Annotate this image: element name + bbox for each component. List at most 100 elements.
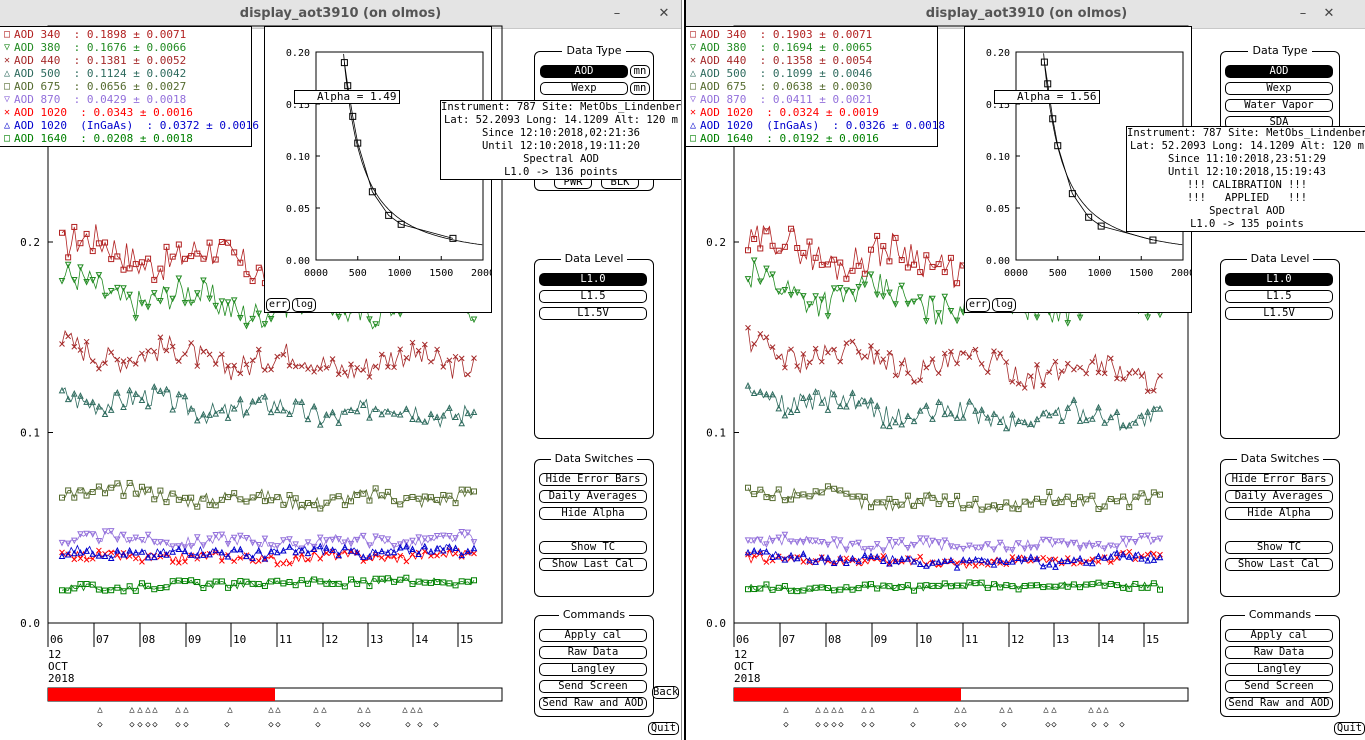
- send-raw-and-aod-button[interactable]: Send Raw and AOD: [1225, 697, 1333, 710]
- data-point: [261, 582, 268, 589]
- data-point: [212, 302, 220, 310]
- data-point: [163, 287, 170, 294]
- data-point: [348, 576, 355, 583]
- data-point: [71, 585, 78, 592]
- data-point: [966, 556, 973, 564]
- l15-button[interactable]: L1.5: [1225, 290, 1333, 303]
- raw-data-button[interactable]: Raw Data: [539, 646, 647, 659]
- y-tick-label: 0.1: [706, 427, 726, 440]
- data-point: [255, 346, 262, 353]
- diamond-marker-icon: ◇: [315, 720, 321, 730]
- show-tc-button[interactable]: Show TC: [1225, 541, 1333, 554]
- data-point: [286, 579, 293, 586]
- raw-data-button[interactable]: Raw Data: [1225, 646, 1333, 659]
- minimize-icon[interactable]: –: [613, 6, 621, 21]
- data-point: [1058, 499, 1065, 506]
- data-point: [452, 500, 459, 507]
- data-point: [1028, 373, 1034, 379]
- hide-error-bars-button[interactable]: Hide Error Bars: [539, 473, 647, 486]
- langley-button[interactable]: Langley: [1225, 663, 1333, 676]
- data-point: [947, 543, 955, 550]
- data-point: [249, 539, 256, 547]
- l15v-button[interactable]: L1.5V: [1225, 307, 1333, 320]
- data-point: [800, 539, 807, 546]
- triangle-marker-icon: △: [183, 705, 189, 715]
- close-icon[interactable]: ✕: [658, 6, 670, 21]
- tri-down-marker-icon: ▽: [4, 94, 11, 105]
- series-line: [747, 485, 1161, 513]
- inset-x-tick-label: 1000: [1087, 268, 1111, 279]
- data-point: [151, 586, 158, 593]
- data-point: [89, 248, 96, 255]
- daily-averages-button[interactable]: Daily Averages: [539, 490, 647, 503]
- data-point: [200, 255, 207, 262]
- data-point: [1015, 380, 1022, 387]
- wexp-button[interactable]: Wexp: [1225, 82, 1333, 95]
- log-button[interactable]: log: [292, 298, 317, 312]
- send-screen-button[interactable]: Send Screen: [539, 680, 647, 693]
- quit-button[interactable]: Quit: [648, 722, 679, 735]
- err-button[interactable]: err: [966, 298, 991, 312]
- data-point: [929, 356, 936, 362]
- show-tc-button[interactable]: Show TC: [539, 541, 647, 554]
- aod-button[interactable]: AOD: [540, 65, 628, 78]
- hide-alpha-button[interactable]: Hide Alpha: [1225, 507, 1333, 520]
- data-point: [335, 551, 343, 559]
- wexp-button[interactable]: Wexp: [540, 82, 628, 95]
- data-point: [181, 299, 189, 307]
- send-screen-button[interactable]: Send Screen: [1225, 680, 1333, 693]
- l10-button[interactable]: L1.0: [1225, 273, 1333, 286]
- data-point: [390, 543, 398, 550]
- data-level-panel: Data Level L1.0 L1.5 L1.5V: [1220, 252, 1340, 439]
- x-tick-label: 14: [415, 633, 429, 646]
- show-last-cal-button[interactable]: Show Last Cal: [1225, 558, 1333, 571]
- back-button[interactable]: Back: [652, 686, 679, 699]
- data-point: [1083, 496, 1090, 503]
- show-last-cal-button[interactable]: Show Last Cal: [539, 558, 647, 571]
- log-button[interactable]: log: [992, 298, 1017, 312]
- data-point: [1052, 358, 1059, 365]
- data-point: [1052, 538, 1059, 546]
- data-point: [788, 225, 795, 232]
- data-point: [1089, 581, 1096, 588]
- err-button[interactable]: err: [266, 298, 291, 312]
- x-tick-label: 12: [325, 633, 338, 646]
- data-point: [917, 553, 924, 560]
- langley-button[interactable]: Langley: [539, 663, 647, 676]
- diamond-marker-icon: ◇: [783, 720, 789, 730]
- legend-label: AOD 340: [14, 28, 67, 41]
- minimize-icon[interactable]: –: [1299, 6, 1307, 21]
- quit-button[interactable]: Quit: [1334, 722, 1365, 735]
- mn-button-1[interactable]: mn: [630, 65, 650, 78]
- info-line: Since 11:10:2018,23:51:29: [1167, 153, 1327, 165]
- data-point: [95, 483, 102, 490]
- diamond-marker-icon: ◇: [1001, 720, 1007, 730]
- data-point: [470, 544, 478, 552]
- series-line: [61, 530, 475, 549]
- data-point: [323, 410, 330, 418]
- data-point: [1033, 415, 1041, 423]
- send-raw-and-aod-button[interactable]: Send Raw and AOD: [539, 697, 647, 710]
- hide-alpha-button[interactable]: Hide Alpha: [539, 507, 647, 520]
- data-point: [470, 539, 478, 546]
- l15-button[interactable]: L1.5: [539, 290, 647, 303]
- data-point: [83, 279, 90, 286]
- daily-averages-button[interactable]: Daily Averages: [1225, 490, 1333, 503]
- data-point: [212, 410, 220, 417]
- aod-button[interactable]: AOD: [1225, 65, 1333, 78]
- mn-button-2[interactable]: mn: [630, 82, 650, 95]
- apply-cal-button[interactable]: Apply cal: [539, 629, 647, 642]
- l10-button[interactable]: L1.0: [539, 273, 647, 286]
- series-line: [61, 329, 475, 381]
- water-vapor-button[interactable]: Water Vapor: [1225, 99, 1333, 112]
- close-icon[interactable]: ✕: [1323, 6, 1335, 21]
- hide-error-bars-button[interactable]: Hide Error Bars: [1225, 473, 1333, 486]
- l15v-button[interactable]: L1.5V: [539, 307, 647, 320]
- legend-value: : 0.1898 ± 0.0071: [66, 28, 187, 41]
- data-point: [972, 495, 979, 502]
- legend-label: AOD 870: [14, 93, 67, 106]
- apply-cal-button[interactable]: Apply cal: [1225, 629, 1333, 642]
- data-point: [867, 581, 874, 588]
- data-point: [836, 285, 844, 292]
- data-point: [800, 394, 807, 402]
